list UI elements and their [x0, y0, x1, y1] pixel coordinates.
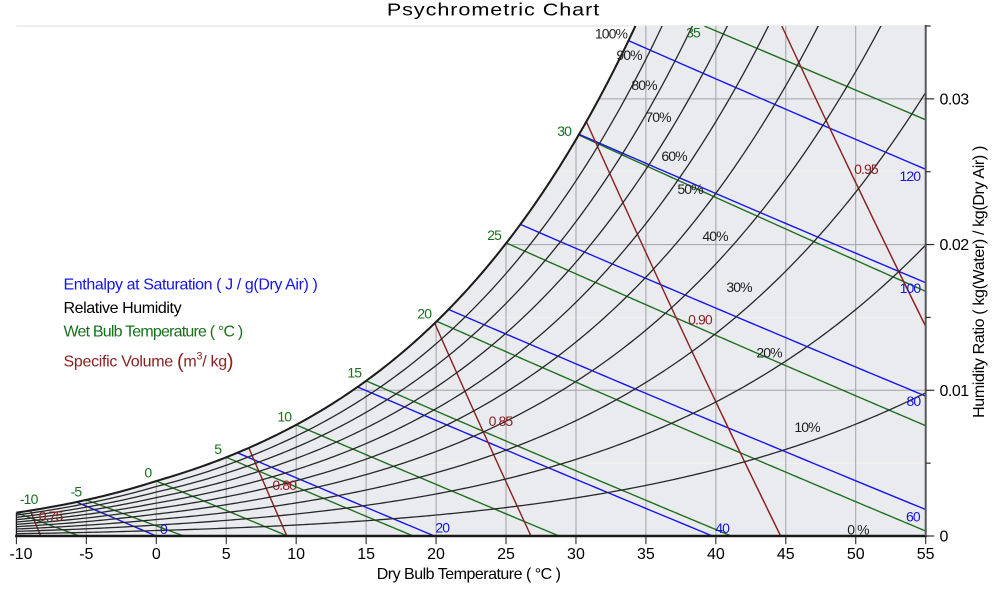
svg-text:60%: 60% [661, 148, 687, 164]
svg-text:55: 55 [917, 546, 935, 563]
svg-text:Wet Bulb Temperature ( °C ): Wet Bulb Temperature ( °C ) [64, 323, 243, 340]
svg-text:Relative Humidity: Relative Humidity [64, 300, 182, 317]
svg-text:0.02: 0.02 [940, 237, 970, 254]
svg-text:10%: 10% [794, 419, 820, 435]
svg-text:25: 25 [487, 227, 502, 243]
svg-text:10: 10 [277, 408, 292, 424]
svg-text:60: 60 [906, 509, 921, 525]
svg-text:20: 20 [435, 520, 450, 536]
svg-text:45: 45 [777, 546, 795, 563]
svg-text:Enthalpy at Saturation ( J / g: Enthalpy at Saturation ( J / g(Dry Air) … [64, 277, 318, 294]
svg-text:0: 0 [144, 465, 152, 481]
svg-text:50: 50 [847, 546, 865, 563]
svg-text:10: 10 [287, 546, 305, 563]
svg-text:50%: 50% [677, 181, 703, 197]
svg-text:0.75: 0.75 [39, 508, 64, 524]
svg-text:80%: 80% [631, 77, 657, 93]
svg-text:Specific Volume (m3/ kg): Specific Volume (m3/ kg) [64, 351, 234, 374]
svg-text:0: 0 [152, 546, 161, 563]
svg-text:-10: -10 [20, 491, 39, 507]
svg-text:40%: 40% [702, 228, 728, 244]
svg-text:0.85: 0.85 [489, 413, 514, 429]
svg-text:90%: 90% [616, 47, 642, 63]
svg-text:5: 5 [214, 441, 222, 457]
svg-text:80: 80 [907, 393, 922, 409]
svg-text:Dry Bulb Temperature ( °C ): Dry Bulb Temperature ( °C ) [377, 566, 561, 583]
svg-text:-10: -10 [9, 546, 32, 563]
svg-text:120: 120 [900, 168, 922, 184]
svg-text:0.01: 0.01 [940, 383, 970, 400]
svg-text:100%: 100% [595, 26, 628, 42]
svg-text:0.03: 0.03 [940, 91, 970, 108]
svg-text:35: 35 [686, 25, 701, 41]
svg-text:30: 30 [557, 123, 572, 139]
svg-text:35: 35 [637, 546, 655, 563]
svg-text:15: 15 [357, 546, 375, 563]
svg-text:Humidity Ratio ( kg(Water) / k: Humidity Ratio ( kg(Water) / kg(Dry Air)… [971, 146, 988, 418]
svg-text:0.90: 0.90 [688, 312, 713, 328]
svg-text:70%: 70% [645, 109, 671, 125]
svg-text:5: 5 [222, 546, 231, 563]
svg-text:-5: -5 [79, 546, 93, 563]
svg-text:15: 15 [347, 364, 362, 380]
svg-text:20: 20 [427, 546, 445, 563]
svg-text:40: 40 [707, 546, 725, 563]
svg-text:25: 25 [497, 546, 515, 563]
svg-text:30: 30 [567, 546, 585, 563]
svg-text:0: 0 [940, 529, 949, 546]
svg-text:20: 20 [417, 305, 432, 321]
svg-text:30%: 30% [726, 279, 752, 295]
svg-text:0 %: 0 % [847, 522, 869, 538]
svg-text:Psychrometric Chart: Psychrometric Chart [387, 0, 600, 20]
svg-text:20%: 20% [756, 345, 782, 361]
svg-text:40: 40 [715, 520, 730, 536]
svg-text:0.95: 0.95 [854, 161, 879, 177]
svg-text:0.80: 0.80 [272, 477, 297, 493]
svg-text:0: 0 [160, 521, 168, 537]
svg-text:-5: -5 [71, 483, 83, 499]
svg-text:100: 100 [900, 280, 922, 296]
